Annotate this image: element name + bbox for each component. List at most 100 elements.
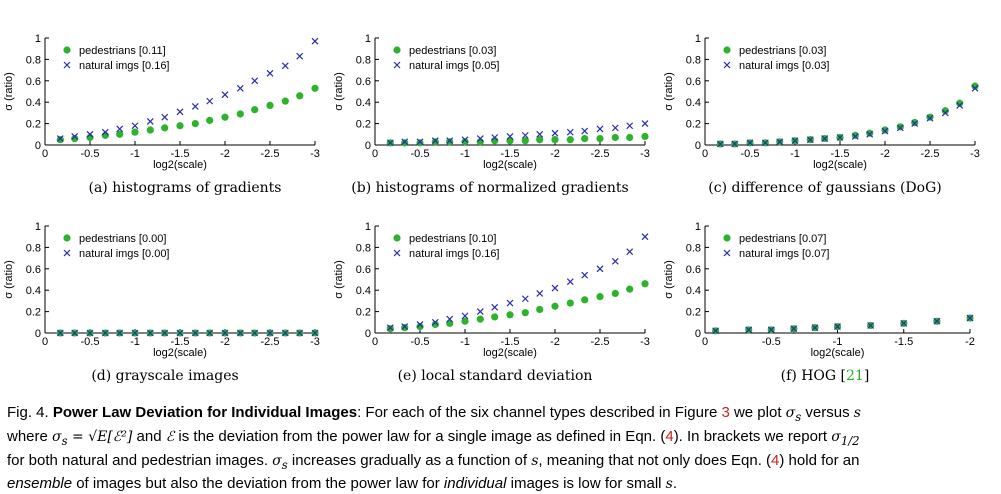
pedestrians-point xyxy=(431,138,439,146)
x-tick-label: -1.5 xyxy=(831,148,850,160)
eqn-ref-link[interactable]: 4 xyxy=(771,451,780,469)
y-axis-label: σ (ratio) xyxy=(663,260,675,299)
eqn-ref-link[interactable]: 4 xyxy=(665,427,674,445)
y-tick-label: 0.6 xyxy=(356,264,371,276)
natural-imgs-point xyxy=(461,136,469,144)
x-tick-label: 0 xyxy=(42,148,48,160)
x-tick-label: -1.5 xyxy=(501,336,520,348)
x-tick-label: 0 xyxy=(42,336,48,348)
natural-imgs-point xyxy=(506,299,514,307)
natural-imgs-point xyxy=(767,326,775,334)
x-axis-label: log2(scale) xyxy=(813,159,867,171)
x-tick-label: -1 xyxy=(790,148,800,160)
natural-imgs-point xyxy=(506,133,514,140)
caption-text: : For each of the six channel types desc… xyxy=(357,404,722,421)
y-tick-label: 0.2 xyxy=(26,307,41,319)
natural-imgs-point xyxy=(971,84,979,92)
x-axis-label: log2(scale) xyxy=(483,159,537,171)
pedestrians-point xyxy=(851,131,859,139)
legend-natural-imgs-marker xyxy=(723,249,731,257)
x-tick-label: -3 xyxy=(970,148,980,160)
y-tick-label: 0 xyxy=(365,328,371,340)
pedestrians-point xyxy=(626,285,634,293)
legend-natural-imgs-marker xyxy=(723,61,731,69)
subcaption-f: (f) HOG [21] xyxy=(660,368,990,384)
natural-imgs-point xyxy=(311,37,319,45)
y-tick-label: 0.8 xyxy=(686,242,701,254)
legend-natural-imgs-label: natural imgs [0.16] xyxy=(409,248,500,260)
natural-imgs-point xyxy=(101,329,109,337)
pedestrians-point xyxy=(431,320,439,329)
subcaption-text: (f) HOG [ xyxy=(780,368,847,384)
x-tick-label: -2.5 xyxy=(921,148,940,160)
pedestrians-point xyxy=(506,311,514,319)
natural-imgs-point xyxy=(611,124,619,132)
citation-ref-link[interactable]: 21 xyxy=(846,368,864,384)
pedestrians-point xyxy=(176,122,184,130)
plot-d: 0 0.2 0.4 0.6 0.8 1 0 -0.5 -1 -1.5 -2 -2.5 -3 log2(sc… xyxy=(0,218,330,359)
natural-imgs-point xyxy=(881,127,889,135)
pedestrians-point xyxy=(251,106,259,114)
y-tick-label: 0 xyxy=(35,140,41,152)
plot-a: 0 0.2 0.4 0.6 0.8 1 0 -0.5 -1 -1.5 -2 -2.5 -3 log2(sc… xyxy=(0,30,330,171)
y-tick-label: 0.8 xyxy=(26,54,41,66)
pedestrians-point xyxy=(416,139,424,147)
plot-e-svg: 0 0.2 0.4 0.6 0.8 1 0 -0.5 -1 -1.5 -2 -2.5 -3 log2(sc… xyxy=(333,221,650,359)
y-tick-label: 0 xyxy=(365,140,371,152)
natural-imgs-point xyxy=(281,62,289,70)
y-tick-label: 0.6 xyxy=(26,76,41,88)
pedestrians-point xyxy=(401,139,409,147)
pedestrians-point xyxy=(911,118,919,127)
caption-text: and xyxy=(132,427,166,445)
pedestrians-point xyxy=(401,324,409,332)
natural-imgs-point xyxy=(146,118,154,125)
natural-imgs-point xyxy=(236,84,244,92)
pedestrians-point xyxy=(971,82,979,90)
natural-imgs-point xyxy=(56,135,64,143)
natural-imgs-point xyxy=(941,109,949,117)
x-tick-label: -2.5 xyxy=(261,148,280,160)
natural-imgs-point xyxy=(176,108,184,116)
natural-imgs-point xyxy=(596,125,604,133)
natural-imgs-point xyxy=(461,312,469,320)
x-tick-label: 0 xyxy=(702,148,708,160)
x-tick-label: -3 xyxy=(640,148,650,160)
natural-imgs-point xyxy=(956,101,964,109)
x-tick-label: -2.5 xyxy=(261,336,280,348)
legend-pedestrians-marker xyxy=(63,234,71,242)
pedestrians-point xyxy=(611,289,619,298)
legend-pedestrians-marker xyxy=(723,46,731,54)
natural-imgs-point xyxy=(401,138,409,146)
subcaption-b: (b) histograms of normalized gradients xyxy=(351,180,629,196)
natural-imgs-point xyxy=(851,133,859,140)
caption-emphasis: ensemble xyxy=(7,475,73,493)
pedestrians-point xyxy=(581,134,589,143)
y-axis-label: σ (ratio) xyxy=(333,260,345,299)
figure-ref-link[interactable]: 3 xyxy=(721,404,730,421)
y-tick-label: 0.8 xyxy=(356,242,371,254)
x-tick-label: -1.5 xyxy=(501,148,520,160)
y-tick-label: 0.2 xyxy=(356,307,371,319)
y-tick-label: 0.4 xyxy=(356,285,371,297)
natural-imgs-point xyxy=(296,52,304,60)
natural-imgs-point xyxy=(431,137,439,145)
natural-imgs-point xyxy=(536,289,544,297)
x-tick-label: -1 xyxy=(130,336,140,348)
caption-emphasis: individual xyxy=(443,475,507,493)
natural-imgs-point xyxy=(966,314,974,322)
natural-imgs-point xyxy=(401,323,409,331)
pedestrians-point xyxy=(566,136,574,144)
natural-imgs-point xyxy=(386,139,394,147)
math-equation: σs = √E[ℰ²] xyxy=(52,428,133,448)
math-s: s xyxy=(665,476,673,493)
pedestrians-point xyxy=(596,134,604,143)
natural-imgs-point xyxy=(521,295,529,303)
natural-imgs-point xyxy=(867,322,875,329)
legend-pedestrians-marker xyxy=(723,234,731,242)
pedestrians-point xyxy=(491,313,499,321)
natural-imgs-point xyxy=(745,326,753,334)
natural-imgs-point xyxy=(566,278,574,286)
natural-imgs-point xyxy=(896,124,904,132)
pedestrians-point xyxy=(131,128,139,136)
pedestrians-point xyxy=(536,305,544,314)
